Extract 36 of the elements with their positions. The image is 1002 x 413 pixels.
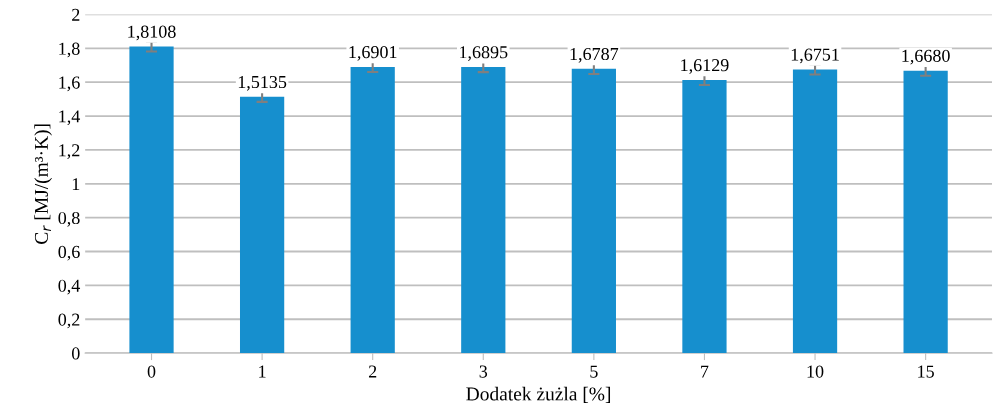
y-tick-label: 0 [71, 347, 80, 360]
data-label: 1,6129 [681, 59, 729, 74]
bar [682, 80, 727, 354]
bar [571, 68, 616, 354]
bar [461, 67, 506, 354]
y-tick-label: 2 [72, 8, 80, 21]
y-tick-label: 0,2 [58, 313, 80, 329]
data-label: 1,6680 [902, 49, 950, 65]
x-tick-label: 0 [147, 365, 156, 378]
y-tick-label: 0,8 [58, 211, 80, 227]
data-label: 1,6787 [570, 47, 619, 63]
x-tick-label: 7 [701, 365, 709, 378]
y-tick-label: 1,6 [59, 76, 80, 92]
bar [792, 69, 838, 354]
data-label: 1,6901 [349, 46, 397, 61]
x-tick-label: 3 [479, 365, 488, 378]
data-label: 1,6895 [460, 46, 508, 61]
y-tick-label: 0,6 [58, 245, 80, 261]
y-tick-label: 0,4 [58, 279, 81, 295]
x-tick-label: 10 [807, 365, 824, 378]
bar [903, 70, 948, 354]
data-label: 1,6751 [791, 48, 839, 64]
x-tick-label: 1 [259, 365, 266, 378]
y-tick-label: 1,8 [59, 42, 80, 58]
y-tick-label: 1 [72, 178, 80, 191]
x-axis-title: Dodatek żużla [%] [466, 386, 611, 403]
bar [129, 46, 174, 354]
data-label: 1,5135 [238, 75, 287, 91]
bar [350, 66, 395, 354]
data-label: 1,8108 [128, 25, 176, 41]
y-tick-label: 1,2 [59, 144, 80, 159]
x-tick-label: 2 [368, 365, 377, 378]
y-axis-title: C$_{r}$ [MJ/(m³·K)] [34, 124, 52, 244]
x-tick-label: 15 [918, 365, 934, 378]
x-tick-label: 5 [590, 365, 598, 378]
y-tick-label: 1,4 [59, 110, 81, 126]
